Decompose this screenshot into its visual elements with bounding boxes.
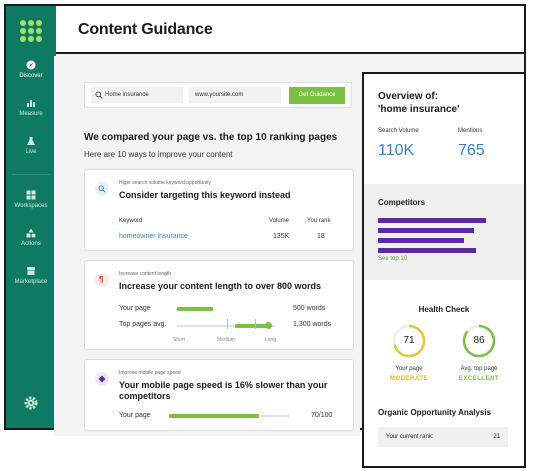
- health-check-title: Health Check: [418, 305, 470, 314]
- sidebar-item-measure[interactable]: Measure: [6, 98, 56, 117]
- keyword-link[interactable]: homeowner insurance: [119, 233, 188, 240]
- card-kicker: Increase content length: [119, 271, 171, 277]
- length-scale-track: [177, 325, 275, 327]
- site-input[interactable]: www.yoursite.com: [189, 87, 281, 103]
- sidebar-item-label: Live: [25, 149, 37, 155]
- search-icon: [95, 91, 103, 99]
- your-page-label: Your page: [119, 412, 151, 419]
- keyword-input-value: Home insurance: [105, 92, 149, 98]
- speed-value: 70/100: [311, 412, 333, 419]
- card-title: Your mobile page speed is 16% slower tha…: [119, 380, 328, 401]
- keyword-volume: 135K: [273, 233, 290, 240]
- card-title: Consider targeting this keyword instead: [119, 190, 291, 200]
- card-kicker: Higer search volume keyword opportunity: [119, 180, 211, 186]
- scale-tick: [227, 319, 228, 329]
- keyword-rank: 18: [317, 233, 325, 240]
- top-page-status: EXCELLENT: [458, 376, 500, 382]
- sidebar-item-label: Workspaces: [14, 203, 48, 209]
- top-pages-length-value: 1,300 words: [293, 321, 332, 328]
- grid-icon: [26, 190, 36, 200]
- your-page-status: MODERATE: [390, 376, 428, 382]
- main-content: Home insurance www.yoursite.com Get Guid…: [54, 56, 360, 436]
- sidebar-item-live[interactable]: Live: [6, 136, 56, 155]
- overview-title-line1: Overview of:: [378, 91, 439, 102]
- current-rank-row: Your current rank: 21: [378, 427, 508, 447]
- sidebar-item-label: Marketplace: [14, 279, 48, 285]
- search-volume-value: 110K: [378, 142, 415, 159]
- competitor-bar: [378, 238, 464, 243]
- page-title: Content Guidance: [78, 21, 213, 38]
- text-length-icon: ¶: [95, 273, 109, 287]
- competitors-title: Competitors: [378, 198, 426, 207]
- chart-icon: [27, 100, 35, 107]
- sidebar-item-label: Measure: [19, 111, 43, 117]
- compass-icon: [26, 60, 36, 70]
- overview-title-line2: 'home insurance': [378, 104, 460, 115]
- intro-title: We compared your page vs. the top 10 ran…: [84, 132, 338, 143]
- your-page-score-gauge: 71: [392, 324, 426, 358]
- top-page-score: 86: [473, 335, 485, 346]
- speed-icon: [95, 372, 109, 386]
- speed-bar: [169, 414, 259, 418]
- site-input-value: www.yoursite.com: [195, 92, 244, 98]
- your-page-score-label: Your page: [395, 366, 423, 372]
- your-page-score: 71: [403, 335, 415, 346]
- get-guidance-button[interactable]: Get Guidance: [289, 87, 345, 104]
- your-page-label: Your page: [119, 305, 151, 312]
- shapes-icon: [26, 228, 36, 238]
- keyword-opportunity-card: Higer search volume keyword opportunity …: [84, 169, 354, 251]
- top-pages-marker: [265, 322, 272, 329]
- competitor-bar: [378, 228, 474, 233]
- store-icon: [27, 267, 35, 275]
- competitor-bar: [378, 248, 476, 253]
- overview-title: Overview of: 'home insurance': [378, 90, 459, 116]
- column-header-rank: You rank: [307, 218, 331, 224]
- gear-icon[interactable]: [24, 396, 38, 410]
- sidebar-item-actions[interactable]: Actions: [6, 228, 56, 247]
- your-page-length-value: 500 words: [293, 305, 326, 312]
- scale-label-long: Long: [265, 337, 277, 343]
- sidebar-item-marketplace[interactable]: Marketplace: [6, 266, 56, 285]
- current-rank-value: 21: [493, 434, 500, 440]
- opportunity-title: Organic Opportunity Analysis: [378, 408, 492, 417]
- scale-label-medium: Medium: [217, 337, 235, 343]
- column-header-keyword: Keyword: [119, 218, 143, 224]
- sidebar: Discover Measure Live Workspaces Actions…: [6, 6, 56, 428]
- your-page-length-bar: [177, 307, 213, 311]
- search-volume-label: Search Volume: [378, 128, 419, 134]
- sidebar-item-discover[interactable]: Discover: [6, 60, 56, 79]
- keyword-input[interactable]: Home insurance: [91, 87, 183, 103]
- content-length-card: ¶ Increase content length Increase your …: [84, 260, 354, 350]
- see-top-10-link[interactable]: See top 10: [378, 256, 408, 262]
- top-pages-label: Top pages avg.: [119, 321, 167, 328]
- competitors-section: Competitors See top 10: [364, 184, 524, 280]
- intro-subtitle: Here are 10 ways to improve your content: [84, 150, 233, 159]
- search-bar: Home insurance www.yoursite.com Get Guid…: [84, 82, 352, 108]
- card-kicker: Improve mobile page speed: [119, 370, 181, 376]
- mentions-value: 765: [458, 142, 485, 159]
- sidebar-divider: [12, 174, 50, 175]
- current-rank-label: Your current rank:: [386, 434, 434, 440]
- search-icon: [95, 182, 109, 196]
- scale-tick: [255, 319, 256, 329]
- mentions-label: Mentions: [458, 128, 483, 134]
- column-header-volume: Volume: [269, 218, 290, 224]
- top-page-score-gauge: 86: [462, 324, 496, 358]
- logo-icon[interactable]: [20, 20, 42, 42]
- overview-panel: Overview of: 'home insurance' Search Vol…: [362, 72, 526, 468]
- sidebar-item-label: Discover: [19, 73, 43, 79]
- top-pages-length-bar: [235, 324, 268, 328]
- sidebar-item-workspaces[interactable]: Workspaces: [6, 190, 56, 209]
- scale-label-short: Short: [173, 337, 185, 343]
- sidebar-item-label: Actions: [21, 241, 41, 247]
- competitor-bar: [378, 218, 486, 223]
- top-page-score-label: Avg. top page: [460, 366, 498, 372]
- card-title: Increase your content length to over 800…: [119, 281, 322, 291]
- page-speed-card: Improve mobile page speed Your mobile pa…: [84, 359, 354, 431]
- page-header: Content Guidance: [56, 6, 524, 54]
- flask-icon: [27, 137, 35, 145]
